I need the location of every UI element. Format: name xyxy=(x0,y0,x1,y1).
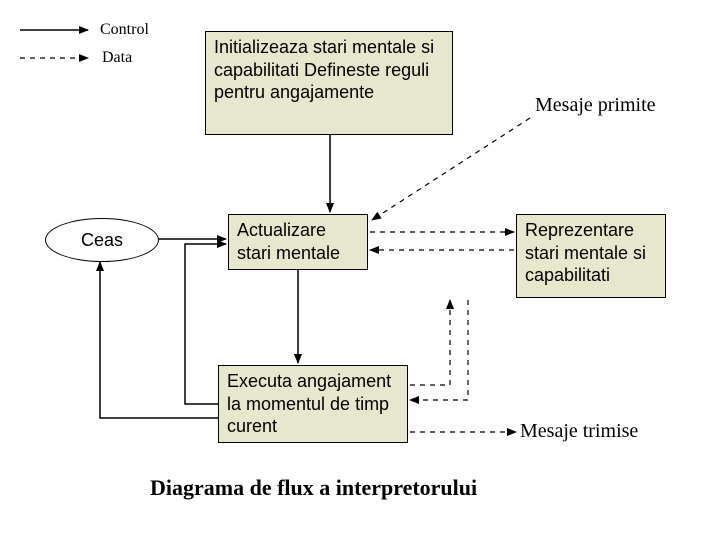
node-init: Initializeaza stari mentale si capabilit… xyxy=(205,31,453,135)
legend-data-label: Data xyxy=(102,49,132,67)
edge-exec-repr-a xyxy=(410,300,450,385)
node-repr: Reprezentare stari mentale si capabilita… xyxy=(516,214,666,298)
node-ceas-label: Ceas xyxy=(81,230,123,251)
legend-control-label: Control xyxy=(100,21,149,39)
node-init-label: Initializeaza stari mentale si capabilit… xyxy=(214,37,434,102)
node-update: Actualizare stari mentale xyxy=(228,214,368,270)
diagram-title: Diagrama de flux a interpretorului xyxy=(150,475,477,501)
node-exec: Executa angajament la momentul de timp c… xyxy=(218,365,408,443)
label-msg-in: Mesaje primite xyxy=(535,94,656,117)
node-repr-label: Reprezentare stari mentale si capabilita… xyxy=(525,220,646,285)
label-msg-out: Mesaje trimise xyxy=(520,420,638,443)
diagram-canvas: Control Data Initializeaza stari mentale… xyxy=(0,0,720,540)
node-update-label: Actualizare stari mentale xyxy=(237,220,340,263)
edge-exec-loop-ceas xyxy=(100,262,218,418)
node-ceas: Ceas xyxy=(45,218,159,262)
node-exec-label: Executa angajament la momentul de timp c… xyxy=(227,371,391,436)
edge-repr-exec-a xyxy=(410,300,468,400)
